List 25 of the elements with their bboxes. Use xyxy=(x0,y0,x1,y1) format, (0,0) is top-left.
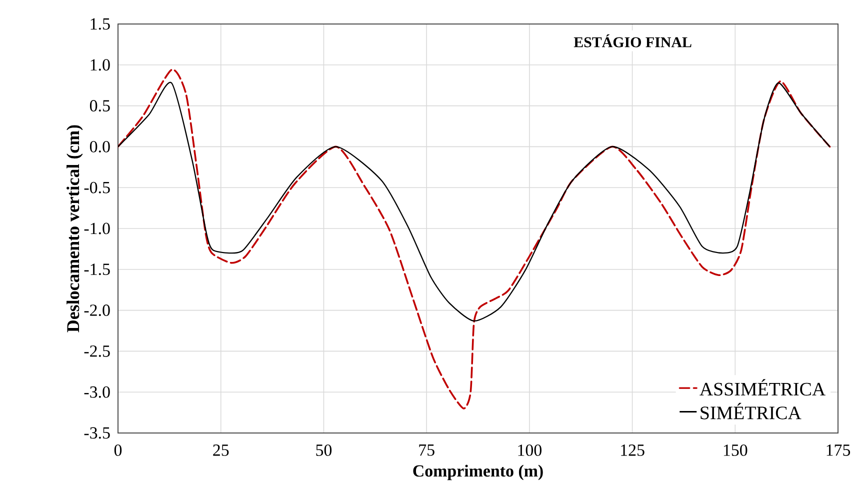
x-tick-label: 25 xyxy=(213,444,229,456)
y-tick-label: 1.5 xyxy=(90,18,110,30)
text: ESTÁGIO FINAL xyxy=(574,34,692,48)
x-tick-label: 125 xyxy=(621,444,644,456)
y-tick-label: -3.5 xyxy=(84,427,110,439)
y-tick-label: -1.5 xyxy=(84,264,110,276)
legend-label: ASSIMÉTRICA xyxy=(700,379,826,396)
y-tick-label: 0.5 xyxy=(90,100,110,112)
y-tick-label: -2.5 xyxy=(84,345,110,357)
y-tick-label: -2.0 xyxy=(84,304,110,316)
x-tick-label: 175 xyxy=(826,444,850,456)
y-tick-label: -0.5 xyxy=(84,182,110,194)
legend-label: SIMÉTRICA xyxy=(700,402,802,420)
x-tick-label: 0 xyxy=(114,444,122,456)
x-tick-label: 75 xyxy=(419,444,434,456)
y-tick-label: -1.0 xyxy=(84,222,110,234)
line-series xyxy=(118,82,830,322)
y-tick-label: -3.0 xyxy=(84,386,110,398)
x-tick-label: 50 xyxy=(316,444,332,456)
x-tick-label: 150 xyxy=(724,444,748,456)
y-tick-label: 0.0 xyxy=(90,140,110,152)
x-tick-label: 100 xyxy=(518,444,542,456)
y-axis-title: Deslocamento vertical (cm) xyxy=(66,125,83,332)
x-axis-title: Comprimento (m) xyxy=(413,464,543,480)
y-tick-label: 1.0 xyxy=(90,59,110,71)
